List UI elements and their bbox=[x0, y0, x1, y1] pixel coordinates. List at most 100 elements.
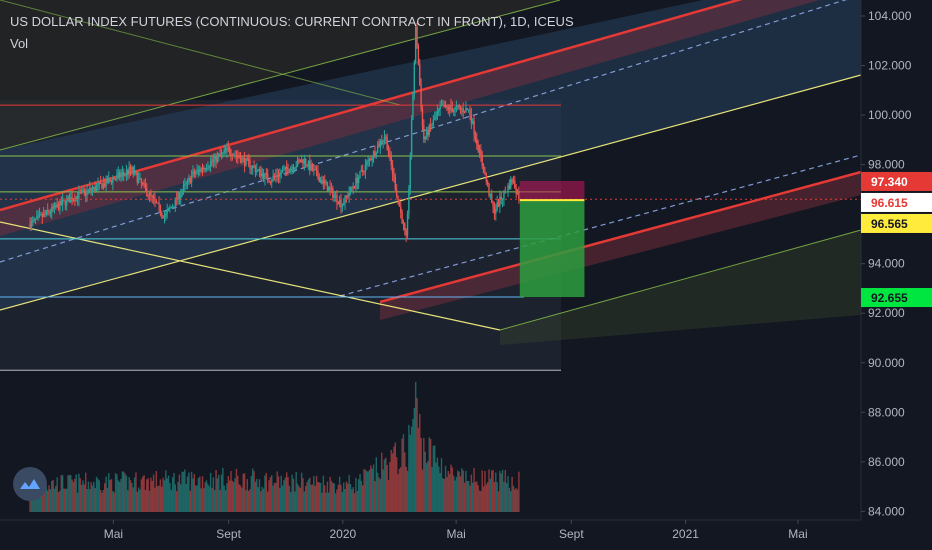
candle-body bbox=[246, 158, 248, 160]
y-tick-label: 88.000 bbox=[868, 405, 905, 419]
volume-bar bbox=[489, 478, 492, 512]
volume-bar bbox=[224, 490, 227, 512]
candle-body bbox=[356, 178, 358, 184]
volume-bar bbox=[201, 476, 204, 512]
candle-body bbox=[87, 189, 90, 191]
volume-bar bbox=[45, 487, 48, 512]
candle-body bbox=[457, 105, 459, 107]
volume-bar bbox=[205, 480, 208, 512]
volume-bar bbox=[68, 474, 71, 512]
pitchfork-zone-blue bbox=[0, 0, 861, 310]
candle-body bbox=[497, 202, 500, 207]
candle-body bbox=[165, 213, 167, 217]
volume-bar bbox=[273, 482, 276, 512]
candle-body bbox=[123, 172, 125, 175]
candle-body bbox=[173, 206, 175, 208]
volume-bar bbox=[478, 490, 481, 512]
candle-body bbox=[162, 215, 164, 219]
volume-bar bbox=[150, 477, 152, 512]
volume-bar bbox=[433, 445, 436, 512]
volume-bar bbox=[296, 483, 299, 512]
volume-bar bbox=[132, 487, 134, 512]
volume-bar bbox=[302, 478, 304, 512]
volume-bar bbox=[306, 482, 308, 512]
volume-bar bbox=[112, 491, 114, 512]
volume-bar bbox=[463, 482, 466, 512]
candle-body bbox=[382, 139, 384, 143]
candle-body bbox=[351, 187, 353, 189]
volume-bar bbox=[325, 492, 327, 512]
candle-body bbox=[266, 173, 269, 180]
candle-body bbox=[61, 200, 64, 205]
candle-body bbox=[503, 191, 505, 199]
candle-body bbox=[184, 183, 186, 186]
candle-body bbox=[152, 196, 155, 199]
time-axis[interactable]: Mai Sept 2020 Mai Sept 2021 Mai bbox=[104, 520, 808, 541]
candle-body bbox=[507, 185, 509, 192]
volume-bar bbox=[258, 479, 261, 512]
volume-bar bbox=[360, 480, 363, 512]
candle-body bbox=[215, 155, 217, 162]
candle-body bbox=[433, 118, 436, 120]
volume-bar bbox=[429, 438, 432, 512]
candle-body bbox=[304, 159, 307, 165]
candle-body bbox=[296, 159, 299, 166]
volume-bar bbox=[383, 459, 386, 512]
candle-body bbox=[489, 194, 492, 196]
candle-body bbox=[258, 169, 261, 171]
volume-bar bbox=[249, 489, 251, 512]
candle-body bbox=[144, 183, 147, 188]
price-axis[interactable]: 104.000102.000100.00098.00094.00092.0009… bbox=[861, 9, 912, 518]
volume-bar bbox=[104, 483, 106, 512]
candle-body bbox=[363, 171, 365, 173]
candle-body bbox=[53, 204, 56, 209]
volume-bar bbox=[78, 473, 80, 512]
candle-body bbox=[431, 124, 433, 126]
volume-bar bbox=[207, 483, 209, 512]
candle-body bbox=[328, 187, 330, 192]
candle-body bbox=[313, 169, 315, 171]
tradingview-cloud-icon[interactable] bbox=[13, 467, 47, 501]
short-position-tool[interactable] bbox=[519, 180, 585, 298]
volume-bar bbox=[391, 453, 394, 512]
volume-bar bbox=[116, 474, 118, 512]
candle-body bbox=[413, 62, 416, 95]
volume-bar bbox=[29, 490, 31, 512]
candle-body bbox=[247, 159, 250, 162]
candle-body bbox=[473, 120, 475, 135]
candle-body bbox=[495, 209, 497, 214]
volume-bar bbox=[425, 463, 428, 512]
volume-bar bbox=[71, 479, 73, 512]
volume-bar bbox=[326, 481, 329, 512]
volume-bar bbox=[110, 479, 113, 512]
candle-body bbox=[212, 159, 215, 162]
candle-body bbox=[214, 155, 216, 160]
price-tag bbox=[861, 213, 932, 233]
candle-body bbox=[378, 145, 380, 147]
x-tick-label: Mai bbox=[446, 527, 465, 541]
volume-bar bbox=[469, 485, 471, 512]
candle-body bbox=[220, 152, 223, 155]
volume-bar bbox=[359, 474, 361, 512]
candle-body bbox=[261, 173, 263, 177]
volume-bar bbox=[51, 481, 53, 512]
volume-bar bbox=[76, 492, 79, 512]
candle-body bbox=[273, 175, 276, 177]
candle-body bbox=[294, 167, 296, 170]
volume-bar bbox=[266, 491, 269, 512]
candle-body bbox=[435, 115, 437, 119]
candle-body bbox=[71, 197, 73, 201]
candle-body bbox=[288, 171, 291, 173]
candle-body bbox=[333, 195, 335, 198]
volume-bar bbox=[56, 477, 58, 512]
volume-bar bbox=[417, 427, 420, 512]
volume-bar bbox=[299, 487, 301, 512]
candle-body bbox=[109, 178, 111, 181]
volume-bar bbox=[394, 442, 397, 512]
candle-body bbox=[199, 169, 201, 172]
candle-body bbox=[241, 157, 243, 163]
volume-bar bbox=[38, 487, 41, 512]
candle-body bbox=[262, 173, 265, 179]
candle-body bbox=[318, 177, 320, 183]
